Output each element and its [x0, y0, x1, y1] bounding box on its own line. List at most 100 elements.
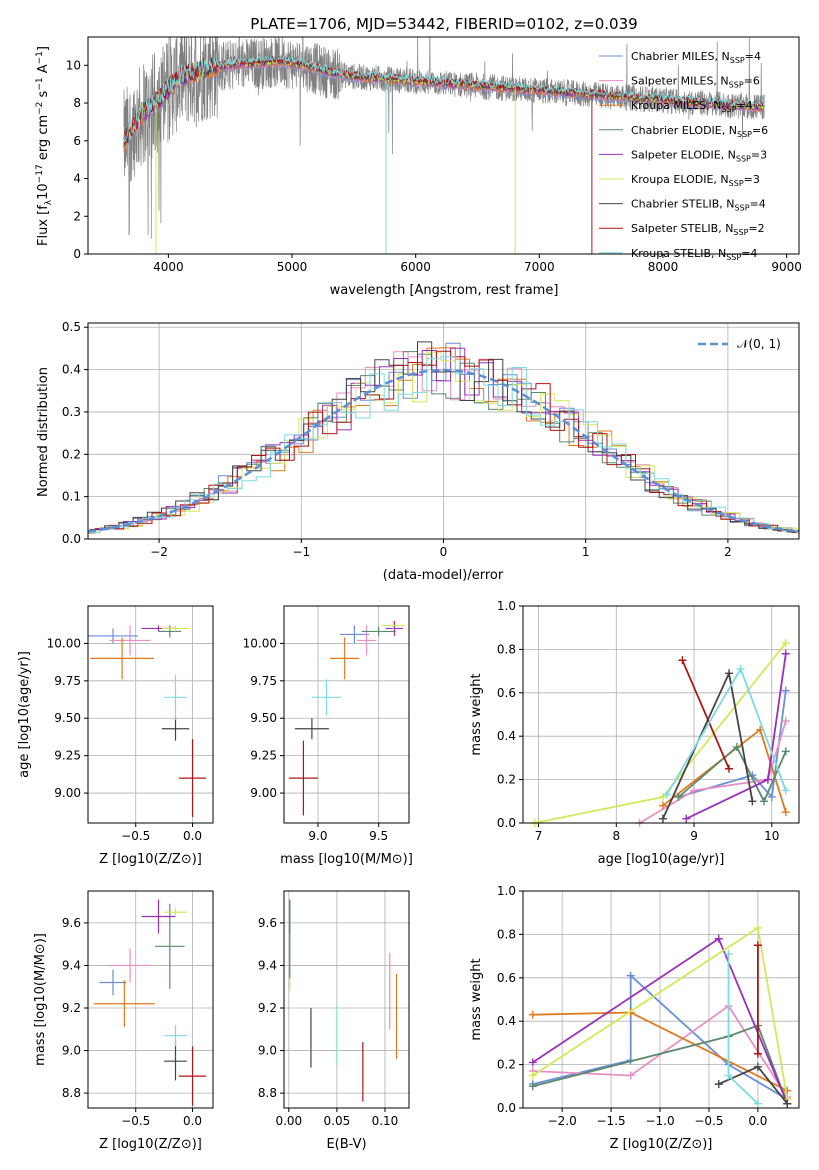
y-tick-label: 0.8 — [497, 642, 516, 656]
x-tick-label: −1 — [292, 545, 310, 559]
x-tick-label: 0.05 — [324, 1114, 351, 1128]
weight-marker — [753, 1099, 762, 1108]
mass-vs-Z-points — [93, 899, 207, 1106]
y-tick-label: 9.6 — [62, 916, 81, 930]
mass-vs-ebv-xlabel: E(B-V) — [326, 1137, 366, 1152]
y-tick-label: 0.2 — [497, 773, 516, 787]
weight-marker — [748, 797, 757, 806]
weight-vs-age-xlabel: age [log10(age/yr)] — [598, 852, 725, 867]
mass-vs-ebv-points — [289, 899, 398, 1102]
y-tick-label: 8 — [73, 96, 81, 110]
spectrum-title: PLATE=1706, MJD=53442, FIBERID=0102, z=0… — [250, 15, 637, 33]
residual-histogram — [88, 350, 799, 534]
weight-marker — [658, 814, 667, 823]
x-tick-label: 0.0 — [748, 1114, 767, 1128]
weight-marker — [528, 1082, 537, 1091]
x-tick-label: 0.00 — [275, 1114, 302, 1128]
y-tick-label: 10.00 — [243, 636, 277, 650]
y-tick-label: 8.8 — [258, 1086, 277, 1100]
y-tick-label: 6 — [73, 134, 81, 148]
weight-marker — [783, 1099, 792, 1108]
y-tick-label: 4 — [73, 172, 81, 186]
weight-marker — [732, 743, 741, 752]
weight-marker — [528, 1058, 537, 1067]
legend-label: Salpeter ELODIE, NSSP=3 — [631, 148, 767, 163]
weight-marker — [781, 786, 790, 795]
chart-layer: 4000 5000 6000 7000 8000 90000246810Chabrier … — [17, 36, 802, 1152]
y-tick-label: 9.75 — [54, 674, 81, 688]
age-vs-Z-ylabel: age [log10(age/yr)] — [17, 651, 32, 778]
y-tick-label: 0 — [73, 247, 81, 261]
x-tick-label: 9 — [690, 829, 698, 843]
y-tick-label: 0.4 — [497, 1014, 516, 1028]
residuals-frame — [87, 322, 800, 540]
y-tick-label: 0.6 — [497, 686, 516, 700]
weight-vs-Z-axes: −2.0 −1.5 −1.0 −0.5 0.0 0.0 0.2 0.4 0.6 0.8 1.0 — [497, 884, 799, 1128]
x-tick-label: −2.0 — [548, 1114, 577, 1128]
x-tick-label: 0.0 — [183, 829, 202, 843]
weight-line — [639, 720, 787, 824]
y-tick-label: 10.00 — [47, 636, 81, 650]
mass-vs-Z-axes: −0.5 0.0 8.8 9.0 9.2 9.4 9.6 — [62, 891, 213, 1128]
weight-marker — [781, 717, 790, 726]
weight-vs-age-ylabel: mass weight — [469, 673, 484, 755]
weight-marker — [763, 775, 772, 784]
spectrum-legend: Chabrier MILES, NSSP=4 Salpeter MILES, NS… — [599, 50, 768, 262]
x-tick-label: 8000 — [648, 260, 679, 274]
legend-label: Salpeter MILES, NSSP=6 — [631, 75, 760, 90]
age-vs-Z-points — [88, 625, 207, 818]
age-vs-Z-axes: −0.5 0.0 9.00 9.25 9.50 9.75 10.00 — [47, 606, 213, 843]
x-tick-label: −2 — [150, 545, 168, 559]
y-tick-label: 9.2 — [258, 1001, 277, 1015]
y-tick-label: 1.0 — [497, 599, 516, 613]
weight-marker — [528, 1010, 537, 1019]
y-tick-label: 0.4 — [497, 729, 516, 743]
x-tick-label: −0.5 — [121, 1114, 150, 1128]
y-tick-label: 0.4 — [62, 363, 81, 377]
y-tick-label: 1.0 — [497, 884, 516, 898]
age-vs-mass-points — [288, 620, 406, 816]
weight-line — [681, 659, 730, 770]
normal-curve — [88, 368, 799, 533]
weight-vs-Z-frame — [522, 890, 800, 1109]
weight-marker — [674, 792, 683, 801]
weight-line — [677, 745, 787, 804]
weight-marker — [678, 656, 687, 665]
weight-marker — [725, 669, 734, 678]
weight-vs-Z-xlabel: Z [log10(Z/Z⊙)] — [610, 1137, 713, 1152]
residual-histogram — [88, 351, 799, 533]
weight-marker — [682, 814, 691, 823]
y-tick-label: 0.2 — [62, 447, 81, 461]
y-tick-label: 0.2 — [497, 1058, 516, 1072]
legend-label: Kroupa ELODIE, NSSP=3 — [631, 173, 760, 188]
y-tick-label: 8.8 — [62, 1086, 81, 1100]
y-tick-label: 0.5 — [62, 320, 81, 334]
spectrum-xlabel: wavelength [Angstrom, rest frame] — [330, 283, 559, 298]
spectrum-traces — [123, 37, 765, 254]
legend-label: Chabrier MILES, NSSP=4 — [631, 50, 761, 65]
y-tick-label: 9.2 — [62, 1001, 81, 1015]
weight-marker — [781, 808, 790, 817]
x-tick-label: −1.5 — [597, 1114, 626, 1128]
age-vs-mass-axes: 9.0 9.5 9.00 9.25 9.50 9.75 10.00 — [243, 606, 409, 843]
legend-label: Kroupa MILES, NSSP=4 — [631, 99, 753, 114]
x-tick-label: 5000 — [277, 260, 308, 274]
weight-vs-Z-series — [528, 923, 792, 1108]
age-vs-mass-frame — [283, 605, 410, 824]
x-tick-label: 9.0 — [308, 829, 327, 843]
weight-marker — [724, 949, 733, 958]
weight-marker — [760, 797, 769, 806]
residual-histogram — [88, 356, 799, 533]
legend-label: Kroupa STELIB, NSSP=4 — [631, 247, 757, 262]
x-tick-label: 0.0 — [183, 1114, 202, 1128]
weight-marker — [753, 1062, 762, 1071]
weight-line — [534, 642, 787, 824]
x-tick-label: 7000 — [524, 260, 555, 274]
weight-vs-age-series — [530, 638, 790, 827]
spectrum-axes: 4000 5000 6000 7000 8000 9000 0 2 4 6 8 10 — [66, 58, 802, 274]
spectrum-ylabel: Flux [fλ10−17 erg cm−2 s−1 A−1] — [35, 46, 54, 246]
weight-marker — [724, 1071, 733, 1080]
legend-label: Salpeter STELIB, NSSP=2 — [631, 222, 765, 237]
weight-marker — [753, 941, 762, 950]
histograms — [88, 341, 799, 534]
